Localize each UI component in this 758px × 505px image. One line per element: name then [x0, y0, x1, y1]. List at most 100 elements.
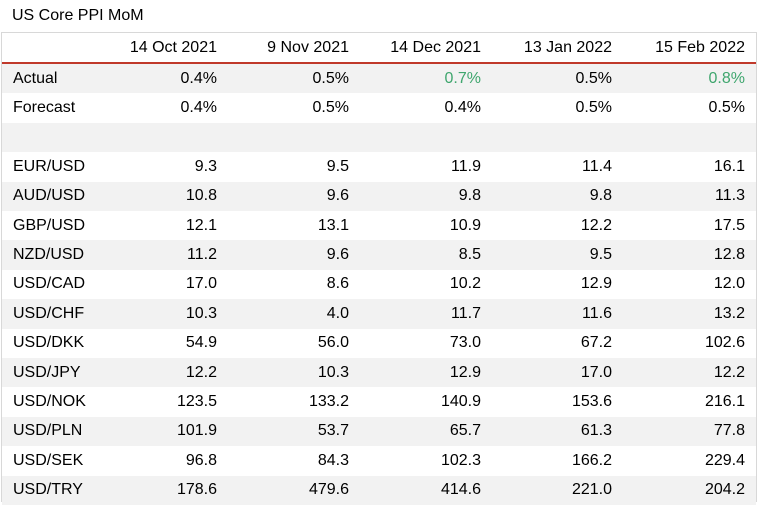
table-cell: 221.0	[571, 481, 612, 499]
table-cell: 11.9	[451, 157, 481, 175]
table-cell: 0.8%	[708, 69, 745, 87]
table-cell: 9.3	[194, 157, 217, 175]
row-label: GBP/USD	[13, 216, 86, 234]
table-row: USD/DKK 54.9 56.0 73.0 67.2 102.6	[2, 329, 756, 358]
table-row: USD/PLN 101.9 53.7 65.7 61.3 77.8	[2, 416, 756, 447]
row-label: Actual	[13, 69, 58, 87]
table-cell: 204.2	[704, 481, 745, 499]
table-cell: 65.7	[449, 422, 481, 440]
table-cell: 229.4	[704, 451, 745, 469]
row-label: AUD/USD	[13, 187, 86, 205]
table-row: USD/CHF 10.3 4.0 11.7 11.6 13.2	[2, 299, 756, 329]
table-cell: 12.9	[449, 363, 481, 381]
table-cell: 11.7	[451, 304, 481, 322]
table-cell: 140.9	[440, 393, 481, 411]
table-cell: 16.1	[713, 157, 745, 175]
table-cell: 67.2	[580, 334, 612, 352]
table-cell: 10.8	[185, 187, 217, 205]
table-cell: 54.9	[185, 334, 217, 352]
table-cell: 12.2	[185, 363, 217, 381]
table-cell: 12.9	[580, 275, 612, 293]
table-cell: 9.5	[589, 246, 612, 264]
table-cell: 13.1	[317, 216, 349, 234]
table-cell: 166.2	[571, 451, 612, 469]
table-row: Actual 0.4% 0.5% 0.7% 0.5% 0.8%	[2, 64, 756, 94]
col-header-3: 14 Dec 2021	[390, 38, 481, 56]
table-row: EUR/USD 9.3 9.5 11.9 11.4 16.1	[2, 152, 756, 181]
table-row: NZD/USD 11.2 9.6 8.5 9.5 12.8	[2, 240, 756, 270]
row-label: Forecast	[13, 99, 76, 117]
table-cell: 96.8	[185, 451, 217, 469]
table-cell: 153.6	[571, 393, 612, 411]
table-cell: 8.5	[458, 246, 481, 264]
table-cell: 0.5%	[575, 69, 612, 87]
table-cell: 77.8	[713, 422, 745, 440]
table-cell: 9.8	[458, 187, 481, 205]
table-cell: 11.4	[582, 157, 612, 175]
table-cell: 12.1	[185, 216, 217, 234]
table-cell: 102.6	[704, 334, 745, 352]
col-header-1: 14 Oct 2021	[129, 38, 217, 56]
table-row: USD/SEK 96.8 84.3 102.3 166.2 229.4	[2, 446, 756, 475]
table-cell: 12.0	[713, 275, 745, 293]
table-cell: 0.5%	[575, 99, 612, 117]
table-row: USD/JPY 12.2 10.3 12.9 17.0 12.2	[2, 358, 756, 388]
table-cell: 56.0	[317, 334, 349, 352]
table-cell: 12.2	[580, 216, 612, 234]
table-cell: 9.6	[326, 187, 349, 205]
table-title: US Core PPI MoM	[12, 7, 144, 24]
table-cell: 178.6	[176, 481, 217, 499]
table-cell: 102.3	[440, 451, 481, 469]
table-cell: 0.4%	[180, 99, 217, 117]
table-cell: 9.6	[326, 246, 349, 264]
table-cell: 11.6	[582, 304, 612, 322]
table-row: USD/TRY 178.6 479.6 414.6 221.0 204.2	[2, 475, 756, 505]
col-header-4: 13 Jan 2022	[523, 38, 612, 56]
table-row: USD/CAD 17.0 8.6 10.2 12.9 12.0	[2, 270, 756, 299]
table-cell: 17.0	[185, 275, 217, 293]
table-cell: 10.3	[185, 304, 217, 322]
table-row: GBP/USD 12.1 13.1 10.9 12.2 17.5	[2, 211, 756, 240]
table-cell: 12.2	[713, 363, 745, 381]
table-cell: 10.3	[317, 363, 349, 381]
table-cell: 414.6	[440, 481, 481, 499]
table-row	[2, 122, 756, 153]
table-row: AUD/USD 10.8 9.6 9.8 9.8 11.3	[2, 181, 756, 211]
table-cell: 73.0	[449, 334, 481, 352]
table-cell: 9.5	[326, 157, 349, 175]
row-label: USD/TRY	[13, 481, 83, 499]
row-label: USD/JPY	[13, 363, 81, 381]
table-cell: 12.8	[713, 246, 745, 264]
col-header-5: 15 Feb 2022	[655, 38, 745, 56]
table-cell: 0.4%	[180, 69, 217, 87]
row-label: USD/NOK	[13, 393, 86, 411]
table-cell: 61.3	[580, 422, 612, 440]
header-row: 14 Oct 2021 9 Nov 2021 14 Dec 2021 13 Ja…	[2, 33, 756, 64]
table-cell: 17.5	[713, 216, 745, 234]
table-cell: 479.6	[308, 481, 349, 499]
table-cell: 53.7	[317, 422, 349, 440]
table-cell: 4.0	[326, 304, 349, 322]
table-cell: 0.5%	[312, 99, 349, 117]
table-cell: 0.5%	[708, 99, 745, 117]
data-table: 14 Oct 2021 9 Nov 2021 14 Dec 2021 13 Ja…	[1, 32, 757, 505]
table-cell: 13.2	[713, 304, 745, 322]
table-cell: 216.1	[704, 393, 745, 411]
table-cell: 123.5	[176, 393, 217, 411]
table-cell: 133.2	[308, 393, 349, 411]
header-cells: 14 Oct 2021 9 Nov 2021 14 Dec 2021 13 Ja…	[2, 33, 756, 62]
table-cell: 10.9	[449, 216, 481, 234]
table-cell: 11.2	[187, 246, 217, 264]
row-label: NZD/USD	[13, 246, 85, 264]
table-row: Forecast 0.4% 0.5% 0.4% 0.5% 0.5%	[2, 93, 756, 122]
row-label: EUR/USD	[13, 157, 86, 175]
row-label: USD/PLN	[13, 422, 83, 440]
table-cell: 84.3	[317, 451, 349, 469]
row-label: USD/SEK	[13, 451, 84, 469]
row-label: USD/CHF	[13, 304, 85, 322]
col-header-2: 9 Nov 2021	[267, 38, 349, 56]
table-cell: 17.0	[580, 363, 612, 381]
row-label: USD/CAD	[13, 275, 86, 293]
table-cell: 8.6	[326, 275, 349, 293]
